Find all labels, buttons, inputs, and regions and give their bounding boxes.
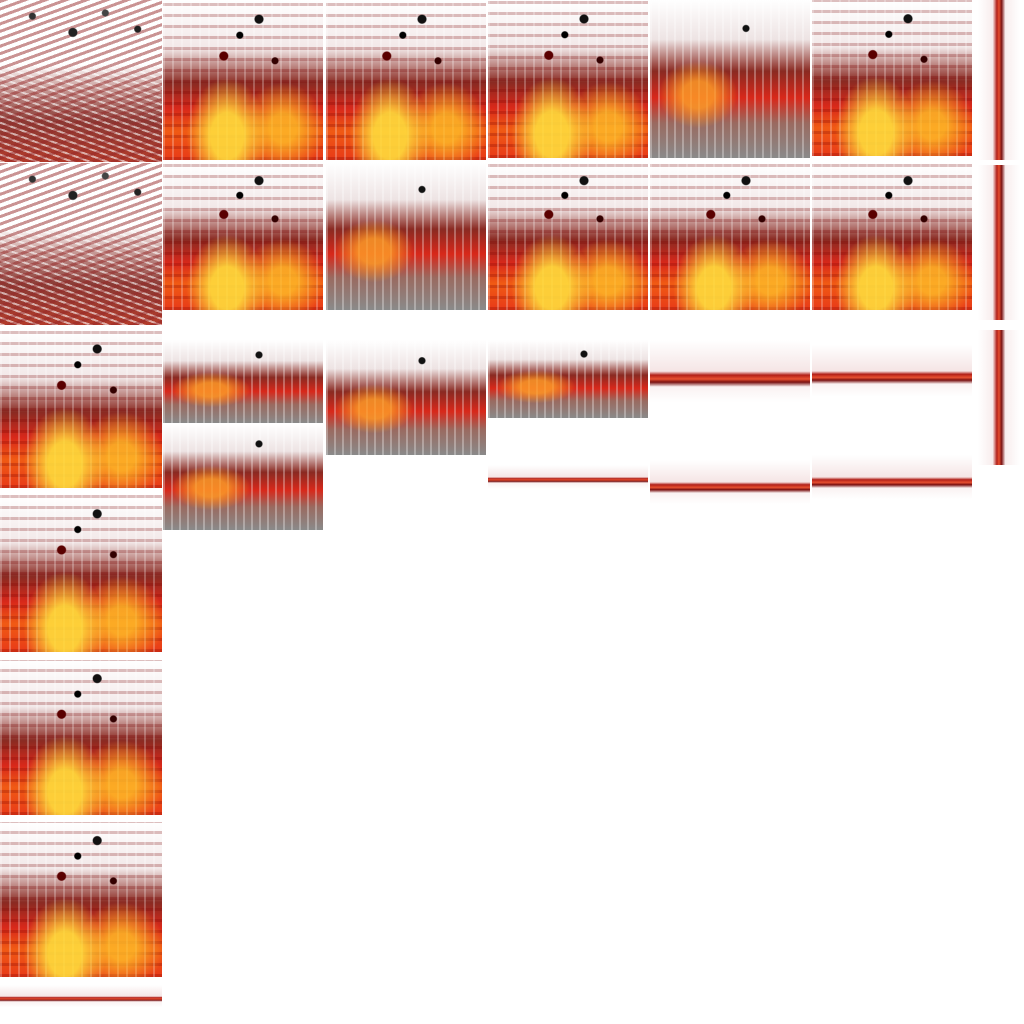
sprite-tile [650,460,810,515]
sprite-tile [326,0,486,160]
sprite-tile [978,165,1020,320]
sprite-tile [812,163,972,310]
sprite-tile [488,0,648,158]
sprite-tile [978,330,1020,465]
sprite-tile [812,455,972,510]
sprite-tile [488,163,648,310]
sprite-tile [488,340,648,418]
sprite-tile [650,0,810,158]
sprite-tile [0,822,162,977]
sprite-tile [326,163,486,310]
sprite-tile [0,985,162,1013]
sprite-tile [163,425,323,530]
sprite-tile [0,0,162,162]
sprite-tile [0,163,162,325]
sprite-tile [163,163,323,310]
sprite-tile [0,495,162,652]
sprite-tile [812,0,972,156]
sprite-tile [326,340,486,455]
sprite-tile [488,465,648,495]
sprite-tile [812,345,972,410]
sprite-tile [650,340,810,418]
sprite-tile [163,340,323,423]
sprite-tile [0,330,162,488]
sprite-tile [0,660,162,815]
sprite-tile [978,0,1020,160]
sprite-tile [650,163,810,310]
sprite-tile [163,0,323,160]
